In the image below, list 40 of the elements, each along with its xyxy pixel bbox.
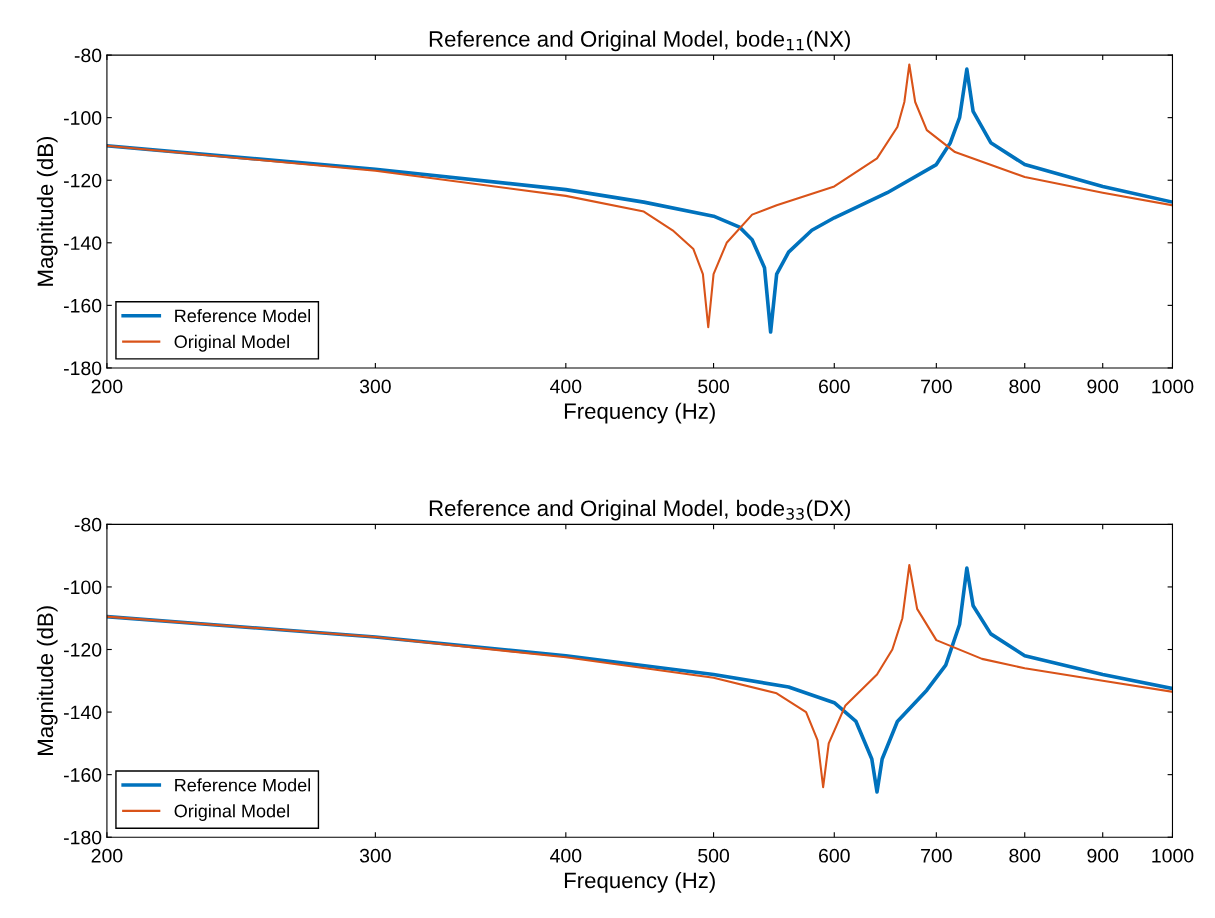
y-tick-label: -140 bbox=[64, 705, 102, 720]
x-tick-label: 800 bbox=[1009, 379, 1041, 394]
y-axis-title: Magnitude (dB) bbox=[36, 136, 58, 286]
legend-label: Original Model bbox=[174, 804, 289, 821]
y-tick-label: -120 bbox=[64, 642, 102, 657]
x-tick-label: 300 bbox=[359, 848, 391, 863]
x-tick-label: 300 bbox=[359, 379, 391, 394]
y-tick-label: -100 bbox=[64, 111, 102, 125]
x-tick-label: 400 bbox=[550, 379, 582, 394]
x-tick-label: 200 bbox=[91, 379, 123, 394]
chart-title: Reference and Original Model, bode$_{11}$(NX) bbox=[429, 30, 850, 52]
legend-label: Reference Model bbox=[175, 308, 311, 323]
x-tick-label: 800 bbox=[1009, 848, 1041, 863]
x-tick-label: 900 bbox=[1087, 848, 1119, 863]
y-tick-label: -180 bbox=[64, 830, 102, 845]
legend-label: Reference Model bbox=[175, 778, 311, 792]
x-axis-title: Frequency (Hz) bbox=[564, 872, 715, 893]
x-tick-label: 1000 bbox=[1152, 379, 1194, 394]
chart-title: Reference and Original Model, bode$_{33}$(DX) bbox=[429, 499, 850, 521]
x-tick-label: 500 bbox=[698, 848, 730, 863]
x-axis-title: Frequency (Hz) bbox=[564, 402, 715, 424]
y-tick-label: -100 bbox=[64, 580, 102, 595]
x-tick-label: 200 bbox=[91, 848, 123, 863]
x-tick-label: 700 bbox=[921, 379, 952, 394]
y-tick-label: -140 bbox=[64, 236, 102, 251]
y-tick-label: -180 bbox=[64, 361, 102, 376]
x-tick-label: 500 bbox=[698, 379, 730, 394]
y-tick-label: -80 bbox=[74, 48, 102, 63]
y-axis-title: Magnitude (dB) bbox=[36, 606, 58, 755]
x-tick-label: 600 bbox=[819, 379, 850, 394]
y-tick-label: -120 bbox=[64, 173, 102, 188]
x-tick-label: 1000 bbox=[1152, 848, 1194, 863]
x-tick-label: 600 bbox=[819, 848, 850, 863]
y-tick-label: -160 bbox=[64, 298, 102, 313]
x-tick-label: 900 bbox=[1087, 379, 1119, 394]
y-tick-label: -160 bbox=[64, 768, 102, 782]
y-tick-label: -80 bbox=[74, 517, 102, 532]
legend-label: Original Model bbox=[174, 334, 289, 352]
x-tick-label: 700 bbox=[921, 848, 952, 863]
x-tick-label: 400 bbox=[550, 848, 582, 863]
